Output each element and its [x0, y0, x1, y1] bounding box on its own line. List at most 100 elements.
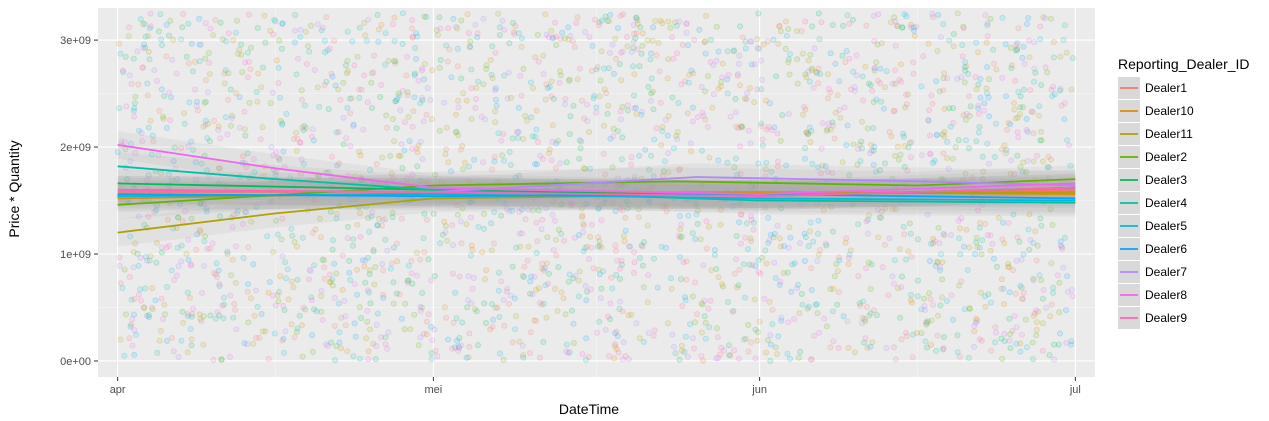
data-point — [279, 20, 286, 27]
data-point — [727, 352, 734, 359]
data-point — [730, 202, 737, 209]
data-point — [356, 94, 363, 101]
data-point — [959, 42, 966, 49]
data-point — [140, 304, 147, 311]
data-point — [531, 273, 538, 280]
data-point — [595, 234, 602, 241]
data-point — [533, 249, 540, 256]
data-point — [987, 15, 994, 22]
data-point — [775, 333, 782, 340]
data-point — [582, 28, 589, 35]
data-point — [748, 339, 755, 346]
data-point — [694, 311, 701, 318]
data-point — [895, 156, 902, 163]
data-point — [867, 82, 874, 89]
data-point — [777, 278, 784, 285]
data-point — [233, 17, 240, 24]
data-point — [393, 98, 400, 105]
data-point — [312, 226, 319, 233]
data-point — [482, 116, 489, 123]
data-point — [776, 235, 783, 242]
data-point — [196, 41, 203, 48]
data-point — [404, 175, 411, 182]
data-point — [145, 213, 152, 220]
data-point — [380, 267, 387, 274]
data-point — [491, 208, 498, 215]
data-point — [711, 246, 718, 253]
data-point — [213, 273, 220, 280]
data-point — [878, 214, 885, 221]
data-point — [682, 297, 689, 304]
data-point — [860, 97, 867, 104]
data-point — [579, 350, 586, 357]
data-point — [693, 211, 700, 218]
legend-label: Dealer11 — [1145, 127, 1193, 141]
data-point — [365, 348, 372, 355]
data-point — [273, 149, 280, 156]
data-point — [378, 81, 385, 88]
data-point — [1042, 64, 1049, 71]
data-point — [961, 64, 968, 71]
data-point — [702, 319, 709, 326]
data-point — [174, 175, 181, 182]
data-point — [803, 129, 810, 136]
data-point — [140, 64, 147, 71]
data-point — [758, 86, 765, 93]
data-point — [665, 169, 672, 176]
data-point — [633, 30, 640, 37]
data-point — [1024, 157, 1031, 164]
data-point — [428, 356, 435, 363]
data-point — [940, 21, 947, 28]
data-point — [544, 260, 551, 267]
data-point — [893, 22, 900, 29]
data-point — [186, 294, 193, 301]
data-point — [1033, 319, 1040, 326]
data-point — [605, 102, 612, 109]
data-point — [548, 157, 555, 164]
data-point — [978, 289, 985, 296]
data-point — [825, 120, 832, 127]
data-point — [366, 267, 373, 274]
data-point — [515, 128, 522, 135]
data-point — [396, 92, 403, 99]
data-point — [520, 352, 527, 359]
data-point — [224, 250, 231, 257]
data-point — [649, 37, 656, 44]
data-point — [954, 76, 961, 83]
data-point — [401, 119, 408, 126]
data-point — [898, 283, 905, 290]
data-point — [129, 316, 136, 323]
data-point — [882, 160, 889, 167]
data-point — [149, 132, 156, 139]
data-point — [634, 17, 641, 24]
data-point — [291, 39, 298, 46]
data-point — [331, 322, 338, 329]
data-point — [736, 200, 743, 207]
data-point — [501, 157, 508, 164]
data-point — [580, 229, 587, 236]
data-point — [613, 55, 620, 62]
data-point — [387, 152, 394, 159]
data-point — [890, 344, 897, 351]
data-point — [1064, 137, 1071, 144]
data-point — [948, 231, 955, 238]
data-point — [362, 32, 369, 39]
data-point — [822, 163, 829, 170]
data-point — [200, 200, 207, 207]
data-point — [513, 129, 520, 136]
data-point — [496, 32, 503, 39]
data-point — [815, 164, 822, 171]
data-point — [352, 333, 359, 340]
data-point — [646, 199, 653, 206]
data-point — [703, 12, 710, 19]
data-point — [736, 52, 743, 59]
data-point — [729, 308, 736, 315]
data-point — [524, 117, 531, 124]
data-point — [157, 327, 164, 334]
data-point — [498, 212, 505, 219]
data-point — [231, 300, 238, 307]
data-point — [944, 138, 951, 145]
data-point — [888, 19, 895, 26]
data-point — [584, 118, 591, 125]
data-point — [939, 276, 946, 283]
